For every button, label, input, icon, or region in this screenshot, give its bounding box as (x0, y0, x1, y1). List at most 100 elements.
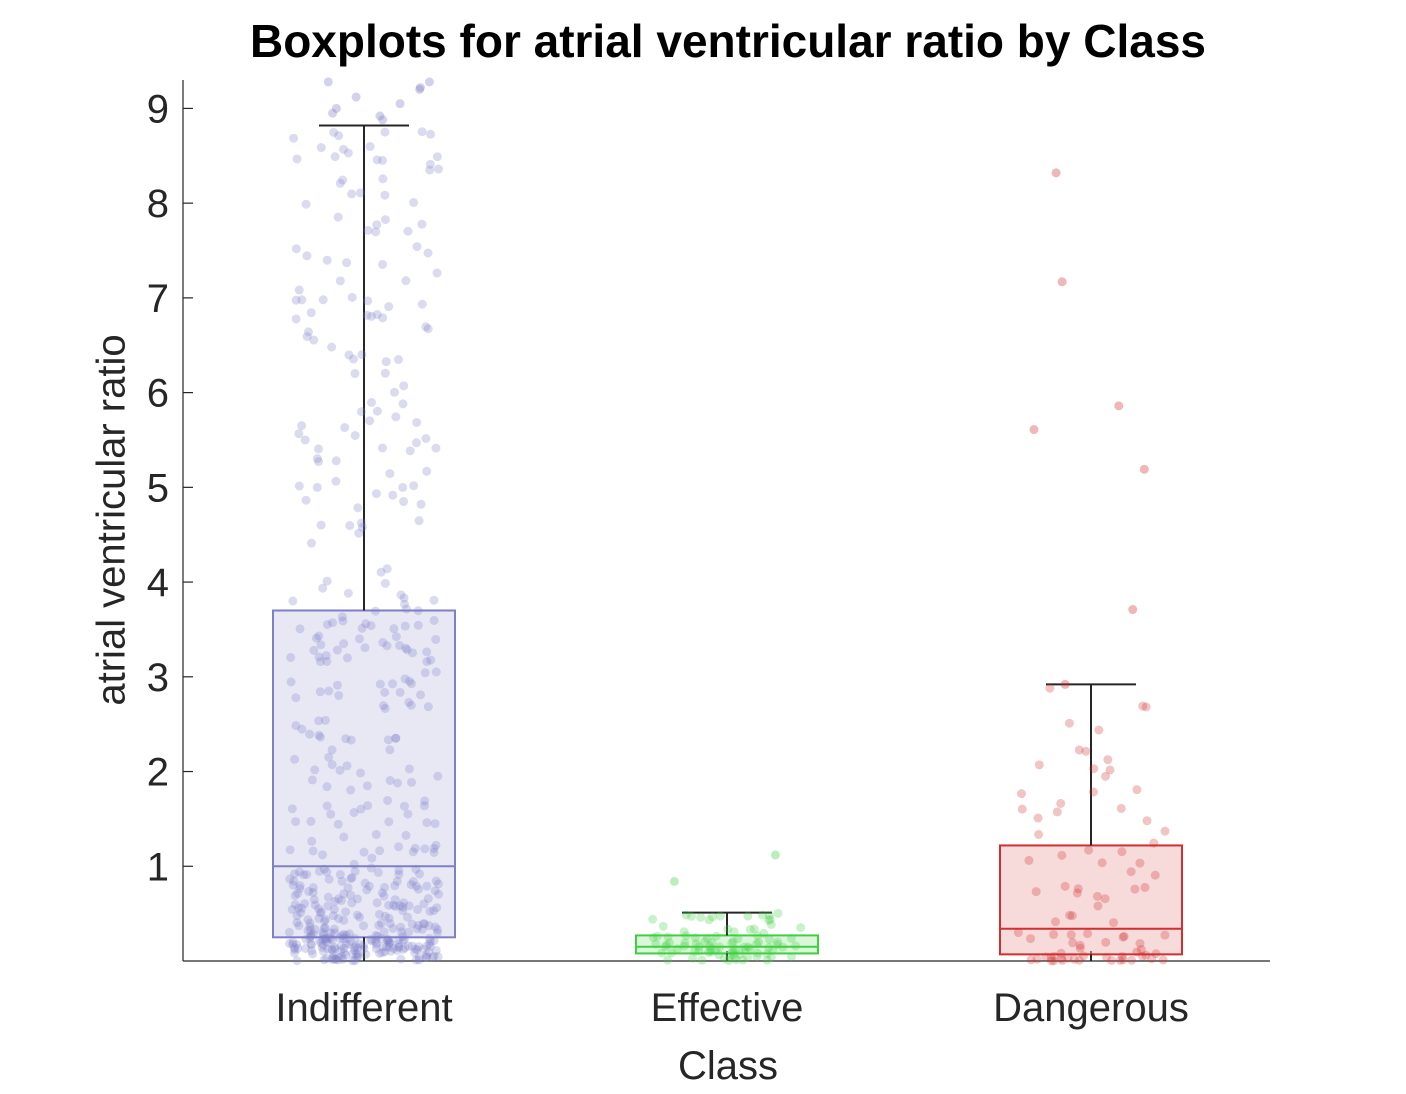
data-point (768, 945, 778, 955)
data-point (431, 443, 441, 453)
data-point (355, 912, 365, 922)
data-point (739, 942, 749, 952)
data-point (327, 954, 337, 964)
y-tick-label: 4 (147, 561, 169, 605)
data-point (358, 921, 368, 931)
data-point (336, 895, 346, 905)
data-point (334, 894, 344, 904)
data-point (415, 869, 425, 879)
data-point (410, 947, 420, 957)
data-point (379, 891, 389, 901)
data-point (1117, 951, 1127, 961)
data-point (421, 434, 431, 444)
data-point (357, 350, 367, 360)
data-point (1060, 881, 1070, 891)
data-point (329, 924, 339, 934)
data-point (706, 944, 716, 954)
data-point (328, 953, 338, 963)
data-point (431, 634, 441, 644)
data-point (370, 606, 380, 616)
data-point (383, 795, 393, 805)
data-point (314, 716, 324, 726)
data-point (291, 244, 301, 254)
data-point (680, 938, 690, 948)
data-point (380, 190, 390, 200)
data-point (288, 937, 298, 947)
data-point (778, 942, 788, 952)
data-point (322, 953, 332, 963)
data-point (412, 242, 422, 252)
data-point (294, 867, 304, 877)
outlier-point (323, 77, 333, 87)
data-point (417, 127, 427, 137)
data-point (419, 899, 429, 909)
data-point (694, 942, 704, 952)
data-point (310, 900, 320, 910)
data-point (341, 734, 351, 744)
data-point (428, 952, 438, 962)
data-point (285, 938, 295, 948)
data-point (710, 945, 720, 955)
data-point (351, 941, 361, 951)
data-point (371, 930, 381, 940)
data-point (355, 939, 365, 949)
data-point (766, 920, 776, 930)
data-point (293, 888, 303, 898)
data-point (430, 886, 440, 896)
data-point (403, 912, 413, 922)
data-point (321, 933, 331, 943)
data-point (288, 880, 298, 890)
data-point (314, 866, 324, 876)
data-point (286, 653, 296, 663)
data-point (1056, 948, 1066, 958)
data-point (301, 934, 311, 944)
data-point (295, 881, 305, 891)
data-point (333, 953, 343, 963)
data-point (296, 908, 306, 918)
data-point (360, 878, 370, 888)
data-point (1160, 826, 1170, 836)
data-point (313, 444, 323, 454)
data-point (396, 590, 406, 600)
data-point (423, 324, 433, 334)
data-point (409, 481, 419, 491)
data-point (407, 919, 417, 929)
data-point (385, 745, 395, 755)
data-point (334, 690, 344, 700)
data-point (311, 633, 321, 643)
data-point (365, 141, 375, 151)
data-point (424, 921, 434, 931)
data-point (1117, 847, 1127, 857)
data-point (318, 930, 328, 940)
data-point (418, 919, 428, 929)
data-point (314, 935, 324, 945)
data-point (728, 949, 738, 959)
data-point (339, 948, 349, 958)
data-point (297, 903, 307, 913)
outlier-point (1051, 168, 1061, 178)
data-point (334, 131, 344, 141)
data-point (433, 879, 443, 889)
data-point (391, 632, 401, 642)
outlier-point (328, 108, 338, 118)
outlier-point (415, 84, 425, 94)
data-point (418, 944, 428, 954)
data-point (363, 801, 373, 811)
outlier-point (669, 876, 679, 886)
data-point (431, 840, 441, 850)
outlier-point (415, 83, 425, 93)
data-point (365, 935, 375, 945)
data-point (381, 357, 391, 367)
data-point (309, 895, 319, 905)
data-point (328, 618, 338, 628)
data-point (305, 922, 315, 932)
data-point (393, 778, 403, 788)
y-tick-label: 1 (147, 845, 169, 889)
data-point (322, 619, 332, 629)
data-point (322, 576, 332, 586)
data-point (395, 640, 405, 650)
data-point (1119, 931, 1129, 941)
data-point (336, 951, 346, 961)
y-tick-label: 7 (147, 277, 169, 321)
data-point (348, 949, 358, 959)
